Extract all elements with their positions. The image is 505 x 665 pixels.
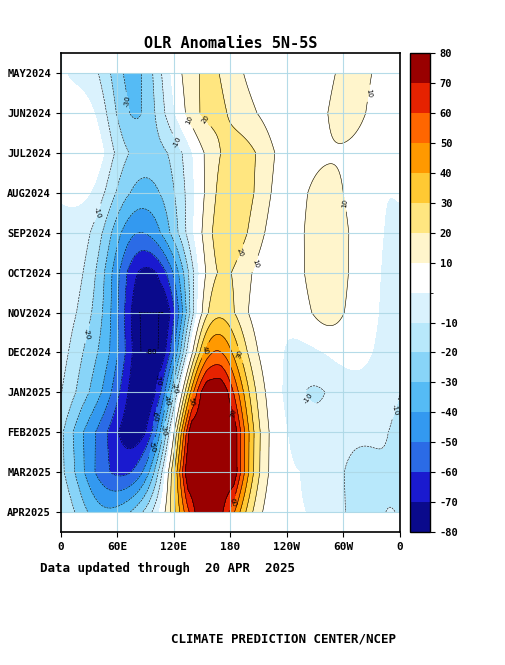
Text: 30: 30: [235, 349, 244, 360]
Text: -20: -20: [83, 328, 91, 340]
Text: -60: -60: [151, 410, 159, 422]
Text: -30: -30: [124, 95, 131, 108]
Text: 10: 10: [184, 115, 193, 126]
Text: -80: -80: [145, 349, 157, 356]
Text: Data updated through  20 APR  2025: Data updated through 20 APR 2025: [40, 562, 295, 575]
Text: CLIMATE PREDICTION CENTER/NCEP: CLIMATE PREDICTION CENTER/NCEP: [171, 632, 395, 645]
Text: -50: -50: [147, 440, 157, 453]
Title: OLR Anomalies 5N-5S: OLR Anomalies 5N-5S: [143, 36, 316, 51]
Text: -70: -70: [154, 374, 162, 386]
Text: 20: 20: [200, 114, 210, 125]
Text: 70: 70: [229, 408, 237, 419]
Text: 60: 60: [228, 497, 236, 507]
Text: 10: 10: [364, 88, 372, 98]
Text: -40: -40: [162, 394, 170, 406]
Text: -10: -10: [390, 404, 398, 416]
Text: -10: -10: [93, 206, 102, 219]
Text: 10: 10: [341, 198, 348, 208]
Text: 50: 50: [187, 396, 194, 406]
Text: -10: -10: [171, 136, 182, 149]
Text: 40: 40: [200, 345, 209, 356]
Text: -20: -20: [171, 382, 179, 395]
Text: -30: -30: [160, 424, 167, 437]
Text: 10: 10: [250, 259, 259, 269]
Text: -10: -10: [302, 392, 313, 405]
Text: 20: 20: [235, 247, 244, 257]
